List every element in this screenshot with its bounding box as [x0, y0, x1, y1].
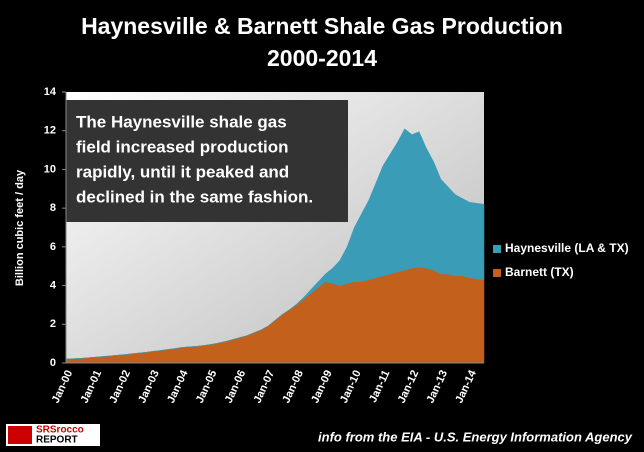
y-tick-label: 4: [50, 279, 57, 291]
annotation-text: The Haynesville shale gas: [76, 112, 287, 131]
legend-swatch: [493, 245, 501, 253]
x-tick-label: Jan-05: [194, 368, 220, 405]
annotation-box: [66, 100, 348, 222]
legend-swatch: [493, 269, 501, 277]
y-axis-label: Billion cubic feet / day: [14, 169, 26, 286]
x-tick-label: Jan-03: [136, 368, 162, 405]
y-tick-label: 10: [44, 163, 56, 175]
logo-mark: [8, 426, 32, 444]
y-tick-label: 2: [50, 318, 56, 330]
legend-label: Barnett (TX): [505, 265, 574, 279]
x-tick-label: Jan-14: [453, 368, 479, 405]
x-tick-label: Jan-10: [338, 368, 364, 405]
logo-text: SRSrocco: [36, 425, 84, 436]
y-tick-label: 12: [44, 125, 56, 137]
area: [65, 128, 485, 360]
x-tick-label: Jan-01: [79, 368, 105, 405]
y-tick-label: 14: [44, 86, 57, 98]
y-tick-label: 6: [50, 241, 56, 253]
chart-title: Haynesville & Barnett Shale Gas Producti…: [81, 13, 563, 39]
y-tick-label: 0: [50, 357, 56, 369]
x-tick-label: Jan-11: [367, 368, 392, 404]
logo-text: REPORT: [36, 435, 78, 446]
x-tick-label: Jan-02: [107, 368, 133, 405]
x-tick-label: Jan-08: [280, 368, 306, 405]
annotation-text: rapidly, until it peaked and: [76, 162, 289, 181]
y-tick-label: 8: [50, 202, 56, 214]
x-tick-label: Jan-13: [425, 368, 451, 405]
x-tick-label: Jan-00: [50, 368, 76, 405]
logo: SRSrocco REPORT: [6, 424, 100, 446]
annotation-text: declined in the same fashion.: [76, 187, 313, 206]
source-note: info from the EIA - U.S. Energy Informat…: [318, 429, 633, 444]
chart-subtitle: 2000-2014: [267, 45, 377, 71]
x-tick-label: Jan-09: [309, 368, 335, 405]
x-tick-label: Jan-06: [223, 368, 249, 405]
x-tick-label: Jan-04: [165, 368, 191, 405]
x-tick-label: Jan-12: [396, 368, 422, 405]
x-tick-label: Jan-07: [252, 368, 278, 405]
annotation-text: field increased production: [76, 137, 289, 156]
legend-label: Haynesville (LA & TX): [505, 241, 629, 255]
